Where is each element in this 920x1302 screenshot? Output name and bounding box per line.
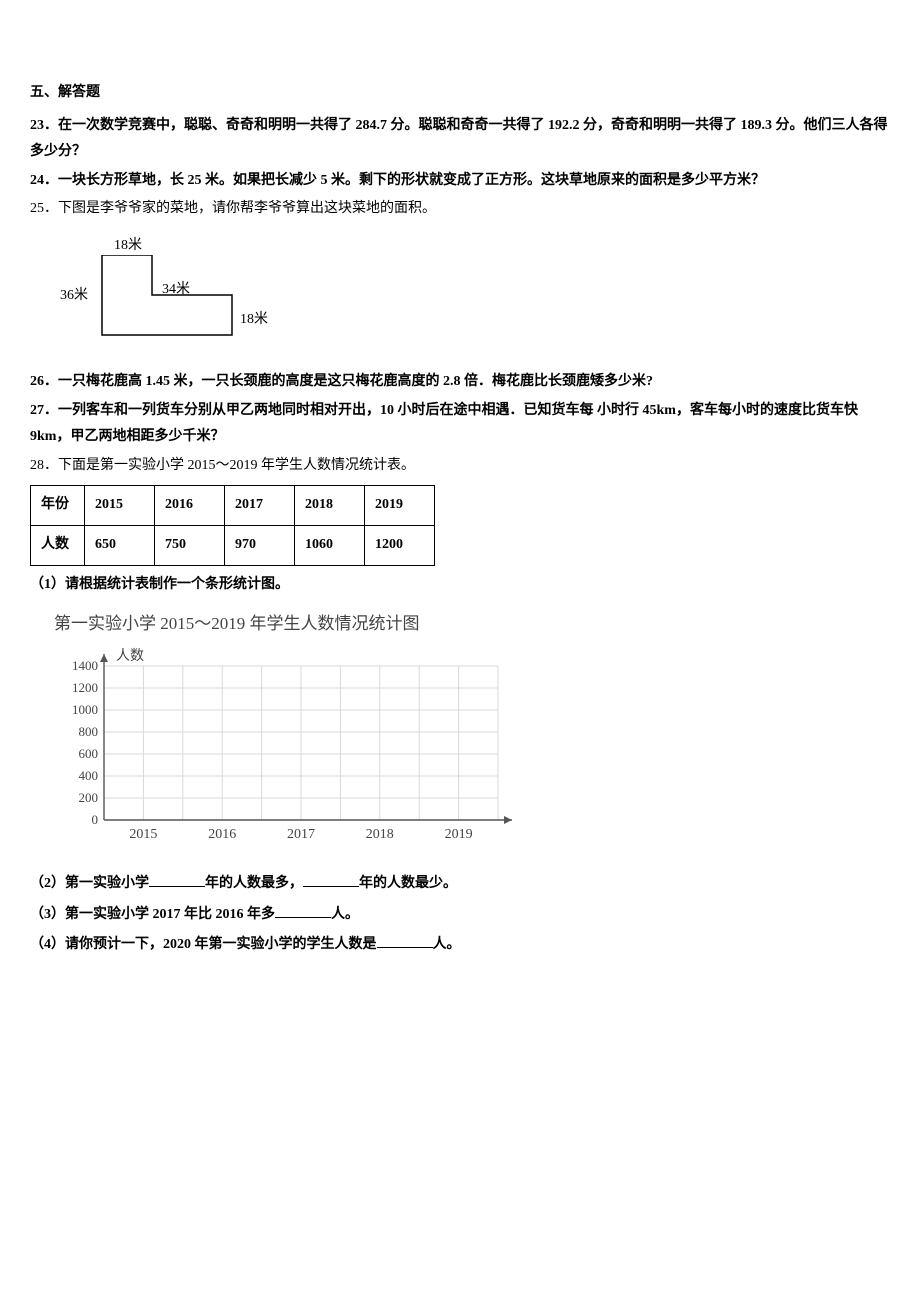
- q28-sub2-b: 年的人数最多，: [205, 876, 303, 891]
- table-row-counts: 人数 650 750 970 1060 1200: [31, 525, 435, 565]
- cell-count: 750: [155, 525, 225, 565]
- question-25: 25．下图是李爷爷家的菜地，请你帮李爷爷算出这块菜地的面积。: [30, 196, 890, 223]
- cell-count: 1060: [295, 525, 365, 565]
- chart-svg: 人数 0 200 400 600 800 1000 1200 1400 2015 2016 2017 2…: [48, 644, 518, 854]
- blank-diff: [275, 904, 331, 918]
- table-row-header: 年份 2015 2016 2017 2018 2019: [31, 486, 435, 526]
- cell-year: 2015: [85, 486, 155, 526]
- lshape-left-label: 36米: [60, 283, 88, 310]
- svg-text:1000: 1000: [72, 702, 98, 717]
- svg-text:1200: 1200: [72, 680, 98, 695]
- chart-title: 第一实验小学 2015～2019 年学生人数情况统计图: [54, 608, 890, 640]
- section-title: 五、解答题: [30, 80, 890, 107]
- lshape-svg: [92, 255, 252, 345]
- cell-year: 2017: [225, 486, 295, 526]
- q28-sub1: （1）请根据统计表制作一个条形统计图。: [30, 572, 890, 599]
- svg-text:2017: 2017: [287, 827, 315, 842]
- q28-sub4: （4）请你预计一下，2020 年第一实验小学的学生人数是 人。: [30, 932, 890, 959]
- svg-text:2018: 2018: [366, 827, 394, 842]
- q28-sub2-a: （2）第一实验小学: [30, 876, 149, 891]
- q28-sub3-b: 人。: [331, 907, 359, 922]
- cell-count-label: 人数: [31, 525, 85, 565]
- bar-chart-blank: 人数 0 200 400 600 800 1000 1200 1400 2015 2016 2017 2…: [48, 644, 890, 865]
- question-24: 24．一块长方形草地，长 25 米。如果把长减少 5 米。剩下的形状就变成了正方…: [30, 168, 890, 195]
- svg-text:400: 400: [79, 768, 99, 783]
- svg-text:600: 600: [79, 746, 99, 761]
- l-shape-diagram: 18米 36米 34米 18米: [62, 235, 282, 355]
- blank-most-year: [149, 873, 205, 887]
- cell-year-label: 年份: [31, 486, 85, 526]
- cell-year: 2016: [155, 486, 225, 526]
- svg-text:人数: 人数: [116, 648, 144, 664]
- blank-predict: [377, 934, 433, 948]
- blank-least-year: [303, 873, 359, 887]
- cell-count: 1200: [365, 525, 435, 565]
- svg-text:0: 0: [92, 812, 99, 827]
- svg-text:2015: 2015: [129, 827, 157, 842]
- svg-text:2016: 2016: [208, 827, 236, 842]
- question-27: 27．一列客车和一列货车分别从甲乙两地同时相对开出，10 小时后在途中相遇．已知…: [30, 398, 890, 451]
- svg-text:200: 200: [79, 790, 99, 805]
- svg-text:2019: 2019: [445, 827, 473, 842]
- cell-count: 650: [85, 525, 155, 565]
- question-23: 23．在一次数学竞赛中，聪聪、奇奇和明明一共得了 284.7 分。聪聪和奇奇一共…: [30, 113, 890, 166]
- stats-table: 年份 2015 2016 2017 2018 2019 人数 650 750 9…: [30, 485, 435, 565]
- question-28-intro: 28．下面是第一实验小学 2015～2019 年学生人数情况统计表。: [30, 453, 890, 480]
- cell-count: 970: [225, 525, 295, 565]
- cell-year: 2019: [365, 486, 435, 526]
- q28-sub2-c: 年的人数最少。: [359, 876, 457, 891]
- q28-sub3-a: （3）第一实验小学 2017 年比 2016 年多: [30, 907, 275, 922]
- cell-year: 2018: [295, 486, 365, 526]
- question-26: 26．一只梅花鹿高 1.45 米，一只长颈鹿的高度是这只梅花鹿高度的 2.8 倍…: [30, 369, 890, 396]
- q28-sub2: （2）第一实验小学 年的人数最多， 年的人数最少。: [30, 871, 890, 898]
- q28-sub4-b: 人。: [433, 937, 461, 952]
- svg-text:1400: 1400: [72, 658, 98, 673]
- q28-sub4-a: （4）请你预计一下，2020 年第一实验小学的学生人数是: [30, 937, 377, 952]
- q28-sub3: （3）第一实验小学 2017 年比 2016 年多 人。: [30, 902, 890, 929]
- svg-text:800: 800: [79, 724, 99, 739]
